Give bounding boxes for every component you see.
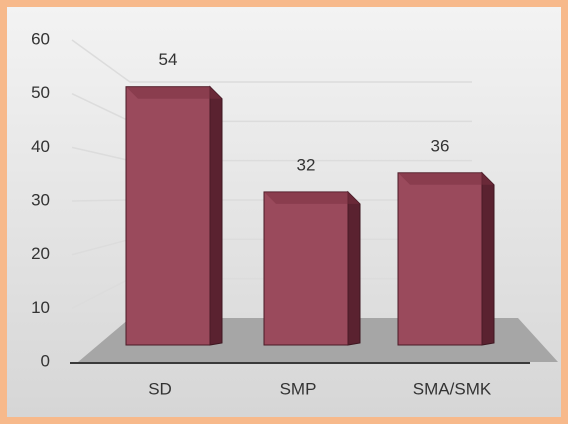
y-tick-label: 40 [31, 137, 50, 156]
bar-front [125, 86, 211, 346]
data-label: 32 [297, 155, 316, 174]
y-tick-label: 10 [31, 298, 50, 317]
bar-top [126, 86, 222, 99]
bar-top [398, 172, 494, 185]
data-label: 54 [159, 50, 178, 69]
y-tick-label: 0 [41, 351, 50, 370]
x-tick-label: SMA/SMK [413, 379, 492, 398]
grid-line [71, 39, 472, 83]
x-tick-label: SMP [280, 379, 317, 398]
bar [397, 171, 495, 346]
y-tick-label: 30 [31, 190, 50, 209]
bar-front [263, 191, 349, 346]
y-tick-label: 60 [31, 29, 50, 48]
y-tick-label: 50 [31, 83, 50, 102]
y-tick-label: 20 [31, 244, 50, 263]
bar [263, 190, 361, 346]
bar-front [397, 172, 483, 346]
bar-top [264, 191, 360, 204]
bar-side [209, 85, 223, 346]
data-label: 36 [431, 136, 450, 155]
x-tick-label: SD [148, 379, 172, 398]
bar-side [347, 190, 361, 346]
bar [125, 85, 223, 346]
bar-side [481, 171, 495, 346]
